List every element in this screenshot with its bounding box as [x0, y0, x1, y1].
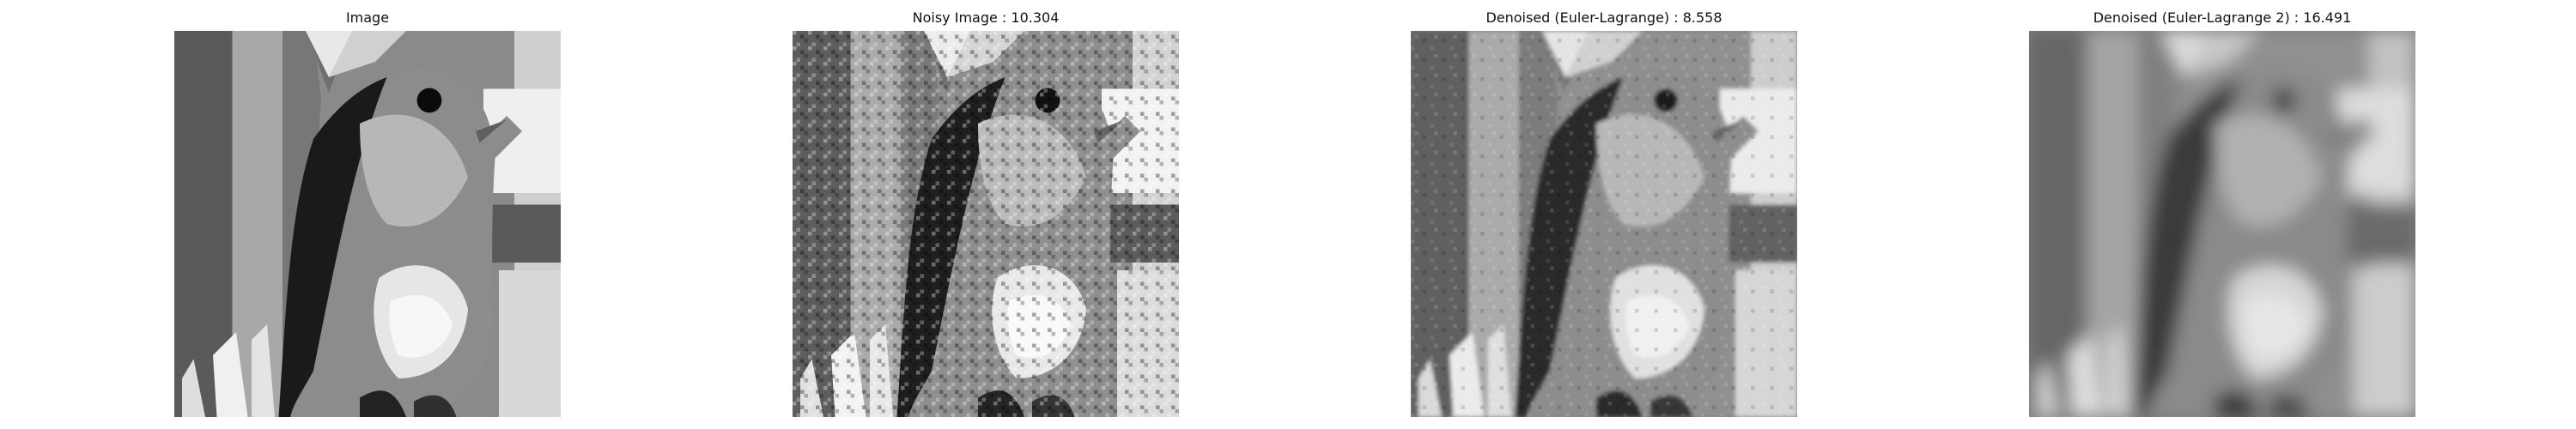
bird-image-svg	[793, 31, 1179, 417]
bird-image-svg	[2029, 31, 2415, 417]
panel-noisy: Noisy Image : 10.304	[793, 0, 1179, 429]
panel-title: Noisy Image : 10.304	[912, 9, 1060, 26]
panel-blurred: Denoised (Euler-Lagrange 2) : 16.491	[2029, 0, 2415, 429]
bird-image-svg	[174, 31, 561, 417]
bird-image-blurred	[2029, 31, 2415, 417]
panel-title: Image	[345, 9, 390, 26]
bird-image-original	[174, 31, 561, 417]
panel-title: Denoised (Euler-Lagrange) : 8.558	[1485, 9, 1722, 26]
bird-image-denoised	[1411, 31, 1797, 417]
bird-image-noisy	[793, 31, 1179, 417]
panel-denoised: Denoised (Euler-Lagrange) : 8.558	[1411, 0, 1797, 429]
panel-title: Denoised (Euler-Lagrange 2) : 16.491	[2093, 9, 2352, 26]
bird-image-svg	[1411, 31, 1797, 417]
panel-original: Image	[174, 0, 561, 429]
